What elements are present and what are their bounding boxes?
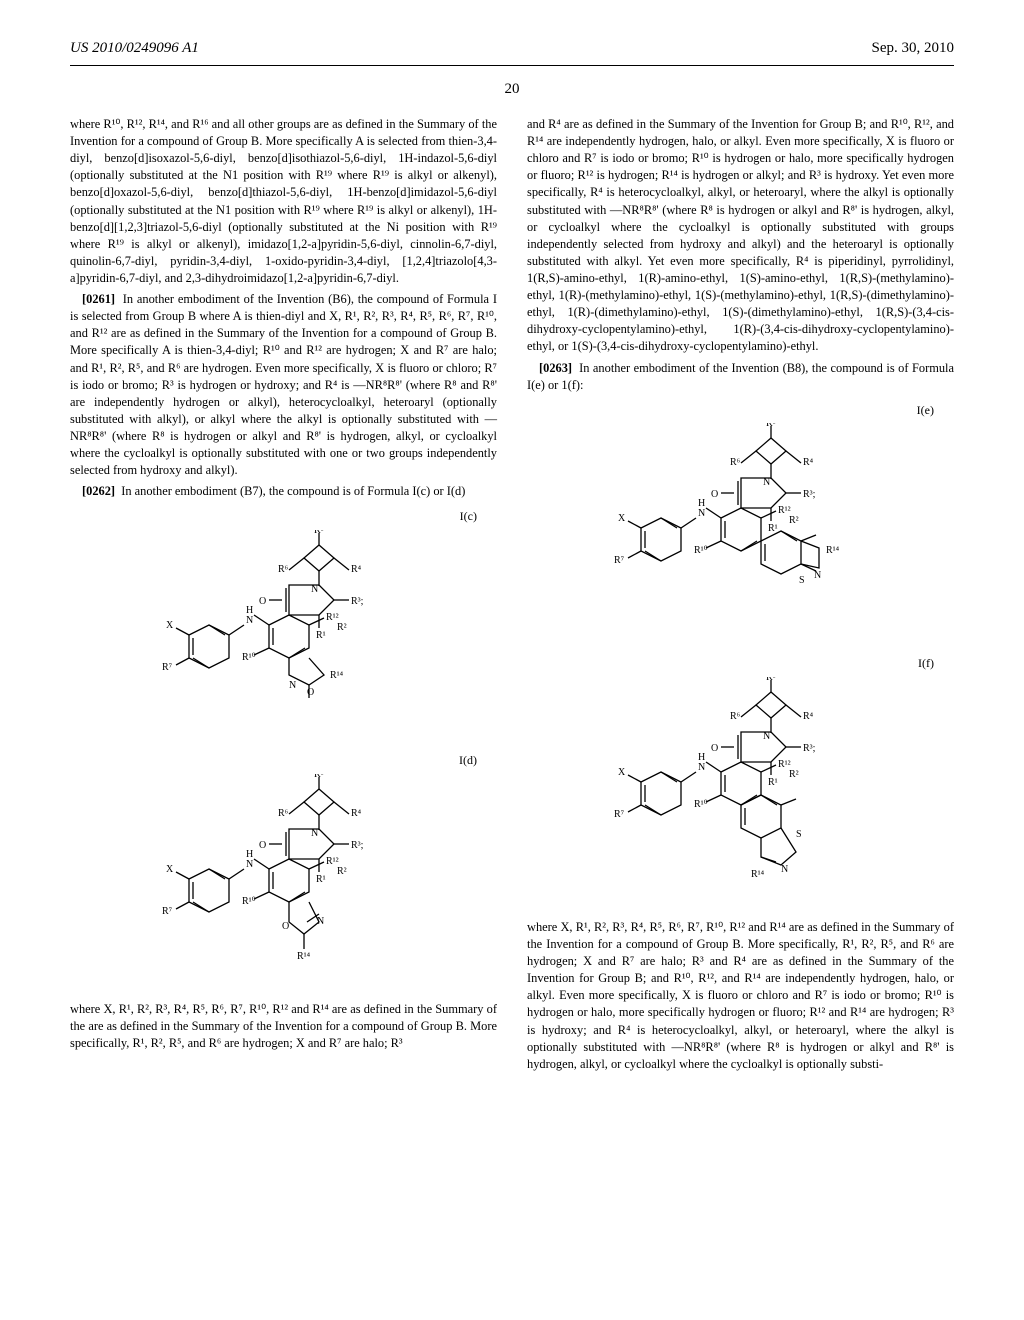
body-text: [0262] In another embodiment (B7), the c… [70, 483, 497, 500]
svg-text:X: X [166, 864, 174, 875]
svg-text:X: X [618, 513, 626, 524]
left-column: where R¹⁰, R¹², R¹⁴, and R¹⁶ and all oth… [70, 116, 497, 1077]
svg-text:O: O [259, 840, 266, 851]
svg-text:N: N [763, 731, 770, 742]
svg-text:R⁷: R⁷ [614, 555, 625, 566]
publication-date: Sep. 30, 2010 [872, 40, 955, 57]
svg-text:R³;: R³; [351, 596, 364, 607]
formula-label-id: I(d) [70, 752, 477, 769]
svg-text:S: S [796, 829, 802, 840]
svg-text:R¹⁰: R¹⁰ [242, 896, 256, 907]
svg-text:N: N [698, 508, 705, 519]
formula-label-ie: I(e) [527, 402, 934, 419]
paragraph-number: [0261] [82, 292, 115, 306]
svg-text:R¹⁴: R¹⁴ [751, 869, 765, 880]
svg-text:R⁵: R⁵ [766, 423, 776, 429]
publication-number: US 2010/0249096 A1 [70, 40, 199, 57]
svg-text:R¹: R¹ [768, 777, 778, 788]
body-text: where X, R¹, R², R³, R⁴, R⁵, R⁶, R⁷, R¹⁰… [70, 1001, 497, 1052]
chemical-structure-if: H N [527, 677, 954, 907]
body-text: [0263] In another embodiment of the Inve… [527, 360, 954, 394]
body-text: where R¹⁰, R¹², R¹⁴, and R¹⁶ and all oth… [70, 116, 497, 287]
svg-text:R⁷: R⁷ [614, 809, 625, 820]
svg-text:R¹⁰: R¹⁰ [694, 799, 708, 810]
svg-text:R⁶: R⁶ [730, 711, 741, 722]
chemical-structure-ic: H N R⁵ [70, 530, 497, 740]
body-text: [0261] In another embodiment of the Inve… [70, 291, 497, 479]
svg-text:R²: R² [789, 769, 799, 780]
svg-text:R¹⁴: R¹⁴ [330, 670, 344, 681]
svg-text:R¹⁰: R¹⁰ [242, 652, 256, 663]
svg-text:R⁵: R⁵ [766, 677, 776, 683]
right-column: and R⁴ are as defined in the Summary of … [527, 116, 954, 1077]
body-text-span: In another embodiment of the Invention (… [70, 292, 497, 477]
svg-text:R⁴: R⁴ [351, 808, 362, 819]
svg-text:R¹: R¹ [768, 523, 778, 534]
svg-text:O: O [259, 596, 266, 607]
svg-text:R¹⁴: R¹⁴ [826, 545, 840, 556]
body-text: where X, R¹, R², R³, R⁴, R⁵, R⁶, R⁷, R¹⁰… [527, 919, 954, 1073]
paragraph-number: [0263] [539, 361, 572, 375]
svg-text:N: N [814, 570, 821, 581]
svg-text:N: N [763, 477, 770, 488]
svg-text:R¹²: R¹² [778, 505, 791, 516]
body-text: and R⁴ are as defined in the Summary of … [527, 116, 954, 356]
svg-text:R⁷: R⁷ [162, 662, 173, 673]
two-column-layout: where R¹⁰, R¹², R¹⁴, and R¹⁶ and all oth… [70, 116, 954, 1077]
svg-text:N: N [781, 864, 788, 875]
svg-text:N: N [246, 615, 253, 626]
chemical-structure-ie: H N [527, 423, 954, 643]
svg-text:N: N [317, 916, 324, 927]
chemical-structure-id: H N [70, 774, 497, 989]
svg-text:X: X [166, 620, 174, 631]
svg-text:R²: R² [337, 866, 347, 877]
svg-text:N: N [311, 828, 318, 839]
page-number: 20 [70, 81, 954, 98]
svg-text:R⁶: R⁶ [278, 808, 289, 819]
svg-text:N: N [246, 859, 253, 870]
svg-text:R⁶: R⁶ [278, 564, 289, 575]
formula-label-if: I(f) [527, 655, 934, 672]
svg-text:R¹²: R¹² [326, 612, 339, 623]
svg-text:R¹⁴: R¹⁴ [297, 951, 311, 962]
svg-text:R¹: R¹ [316, 874, 326, 885]
body-text-span: In another embodiment of the Invention (… [527, 361, 954, 392]
svg-text:N: N [311, 584, 318, 595]
svg-text:R⁵: R⁵ [314, 530, 324, 536]
svg-text:R¹²: R¹² [326, 856, 339, 867]
svg-text:R²: R² [337, 622, 347, 633]
svg-text:O: O [711, 743, 718, 754]
svg-text:R³;: R³; [803, 489, 816, 500]
formula-label-ic: I(c) [70, 508, 477, 525]
svg-text:N: N [698, 762, 705, 773]
svg-text:R³;: R³; [803, 743, 816, 754]
body-text-span: In another embodiment (B7), the compound… [121, 484, 465, 498]
svg-text:S: S [799, 575, 805, 586]
svg-text:R¹⁰: R¹⁰ [694, 545, 708, 556]
svg-text:N: N [289, 680, 296, 691]
svg-text:O: O [711, 489, 718, 500]
svg-text:R⁷: R⁷ [162, 906, 173, 917]
svg-text:R⁴: R⁴ [351, 564, 362, 575]
svg-text:R¹: R¹ [316, 630, 326, 641]
header-rule [70, 65, 954, 66]
paragraph-number: [0262] [82, 484, 115, 498]
svg-text:R⁵: R⁵ [314, 774, 324, 780]
svg-text:X: X [618, 767, 626, 778]
svg-text:R²: R² [789, 515, 799, 526]
svg-text:R⁶: R⁶ [730, 457, 741, 468]
svg-text:R³;: R³; [351, 840, 364, 851]
svg-text:O: O [282, 921, 289, 932]
svg-text:R⁴: R⁴ [803, 711, 814, 722]
svg-text:R⁴: R⁴ [803, 457, 814, 468]
svg-text:O: O [307, 687, 314, 698]
svg-text:R¹²: R¹² [778, 759, 791, 770]
